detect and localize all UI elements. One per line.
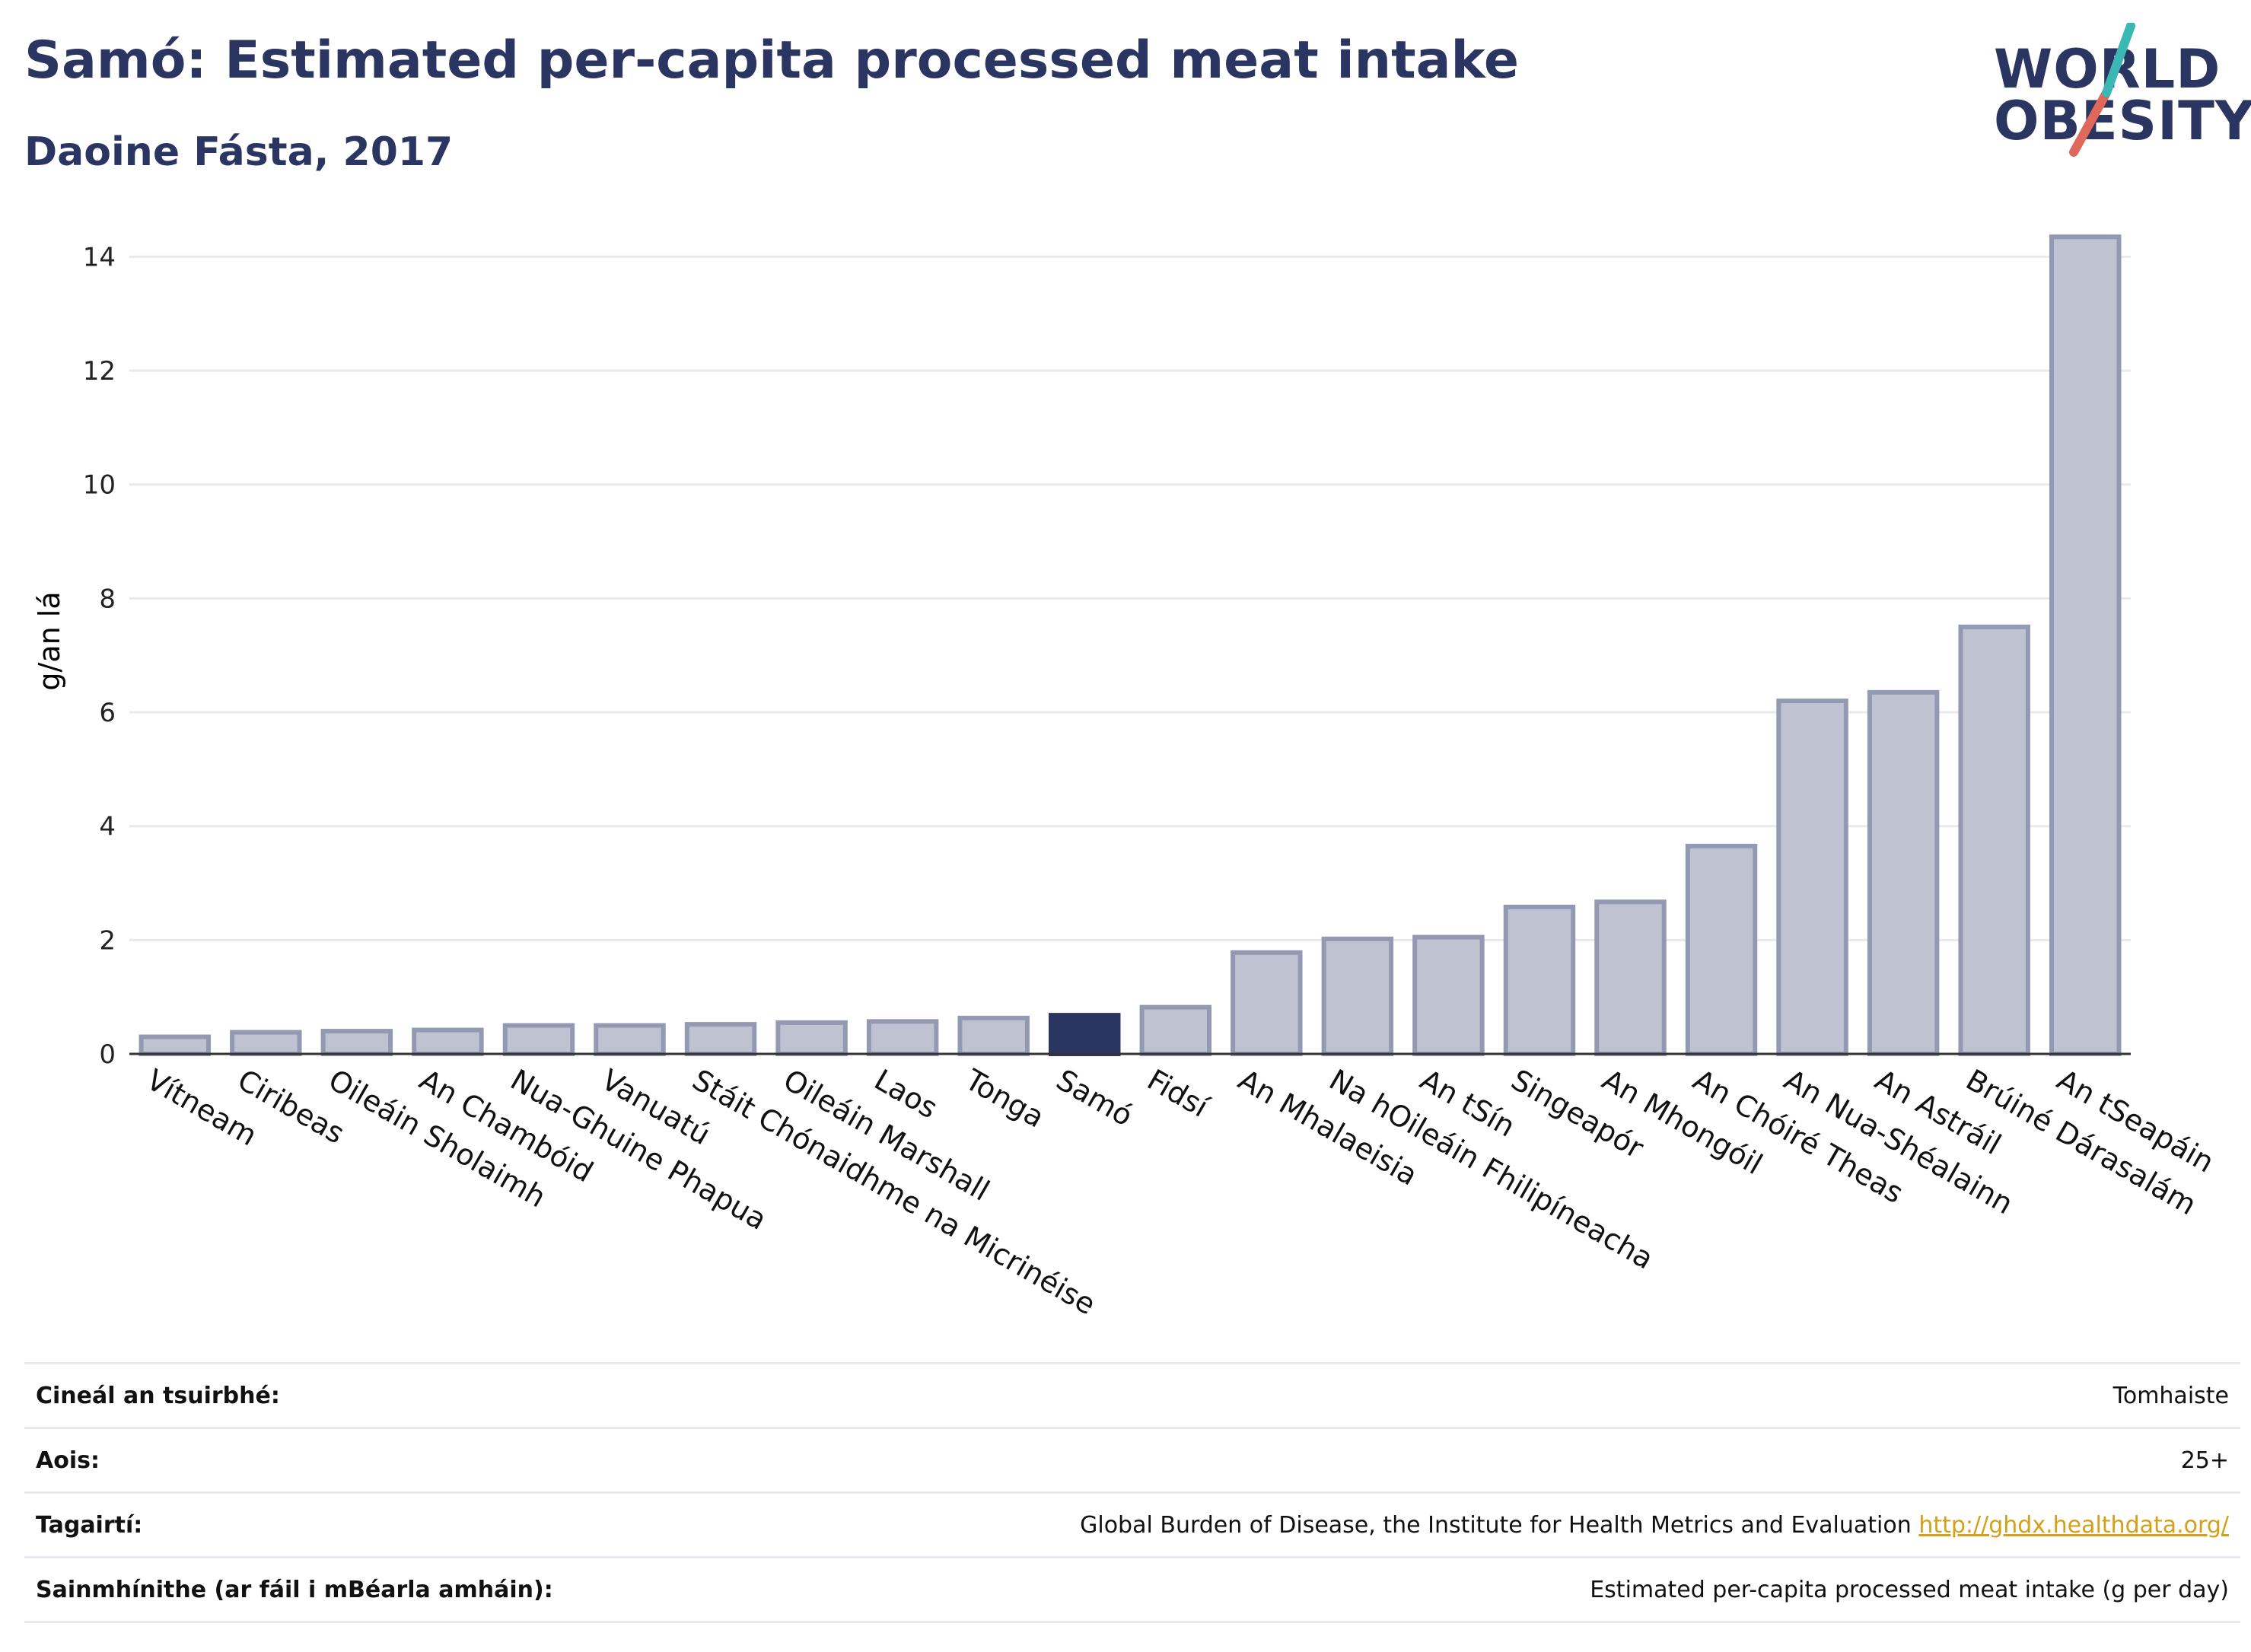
info-row-references: Tagairtí: Global Burden of Disease, the … — [24, 1491, 2240, 1556]
bar-10[interactable] — [1048, 1013, 1121, 1056]
reference-text: Global Burden of Disease, the Institute … — [1080, 1511, 1912, 1539]
info-row-age: Aois: 25+ — [24, 1427, 2240, 1491]
x-tick-label: Tonga — [959, 1062, 1049, 1134]
bar-19[interactable] — [1867, 689, 1940, 1057]
bar-2[interactable] — [320, 1029, 393, 1057]
info-label: Aois: — [36, 1447, 100, 1474]
info-value: Tomhaiste — [2113, 1382, 2229, 1409]
y-tick-label: 2 — [99, 925, 116, 956]
y-tick-label: 0 — [99, 1039, 116, 1070]
bar-11[interactable] — [1139, 1004, 1212, 1056]
bar-14[interactable] — [1412, 934, 1485, 1056]
x-tick-label: Fidsí — [1141, 1063, 1215, 1125]
x-tick-label: Samó — [1051, 1063, 1138, 1133]
bar-18[interactable] — [1776, 699, 1848, 1056]
info-row-definitions: Sainmhínithe (ar fáil i mBéarla amháin):… — [24, 1556, 2240, 1623]
logo-slash-icon — [2069, 23, 2135, 157]
bar-3[interactable] — [412, 1027, 484, 1056]
y-tick-label: 4 — [99, 812, 116, 842]
info-row-survey-type: Cineál an tsuirbhé: Tomhaiste — [24, 1362, 2240, 1427]
y-tick-label: 6 — [99, 698, 116, 728]
bar-9[interactable] — [957, 1015, 1030, 1057]
info-label: Tagairtí: — [36, 1511, 143, 1539]
info-label: Cineál an tsuirbhé: — [36, 1382, 280, 1409]
info-value: 25+ — [2180, 1447, 2229, 1474]
chart-subtitle: Daoine Fásta, 2017 — [24, 129, 454, 175]
chart-title: Samó: Estimated per-capita processed mea… — [24, 30, 1519, 91]
info-label: Sainmhínithe (ar fáil i mBéarla amháin): — [36, 1576, 553, 1603]
bar-15[interactable] — [1503, 904, 1576, 1056]
info-value: Estimated per-capita processed meat inta… — [1590, 1576, 2229, 1603]
bar-7[interactable] — [775, 1020, 848, 1057]
info-table: Cineál an tsuirbhé: Tomhaiste Aois: 25+ … — [24, 1362, 2240, 1623]
bar-13[interactable] — [1321, 936, 1394, 1056]
reference-link[interactable]: http://ghdx.healthdata.org/ — [1918, 1511, 2229, 1539]
bars — [138, 234, 2122, 1057]
y-tick-label: 12 — [83, 356, 116, 387]
world-obesity-logo[interactable]: WORLD OBESITY — [1994, 23, 2251, 160]
logo-line-2: OBESITY — [1994, 90, 2251, 152]
bar-21[interactable] — [2049, 234, 2122, 1057]
bar-12[interactable] — [1231, 950, 1303, 1056]
bar-17[interactable] — [1685, 843, 1758, 1057]
bar-20[interactable] — [1958, 624, 2030, 1056]
y-axis-label: g/an lá — [33, 591, 66, 690]
bar-5[interactable] — [594, 1023, 666, 1056]
info-value: Global Burden of Disease, the Institute … — [1080, 1512, 2240, 1539]
bar-4[interactable] — [502, 1023, 575, 1056]
bar-16[interactable] — [1594, 899, 1667, 1056]
bar-0[interactable] — [138, 1034, 212, 1057]
y-tick-label: 8 — [99, 584, 116, 614]
bar-8[interactable] — [866, 1019, 939, 1056]
bar-6[interactable] — [684, 1022, 757, 1056]
y-tick-label: 10 — [83, 470, 116, 501]
bar-1[interactable] — [230, 1030, 302, 1057]
y-tick-label: 14 — [83, 242, 116, 272]
y-tick-labels: 0 2 4 6 8 10 12 14 — [83, 242, 116, 1070]
